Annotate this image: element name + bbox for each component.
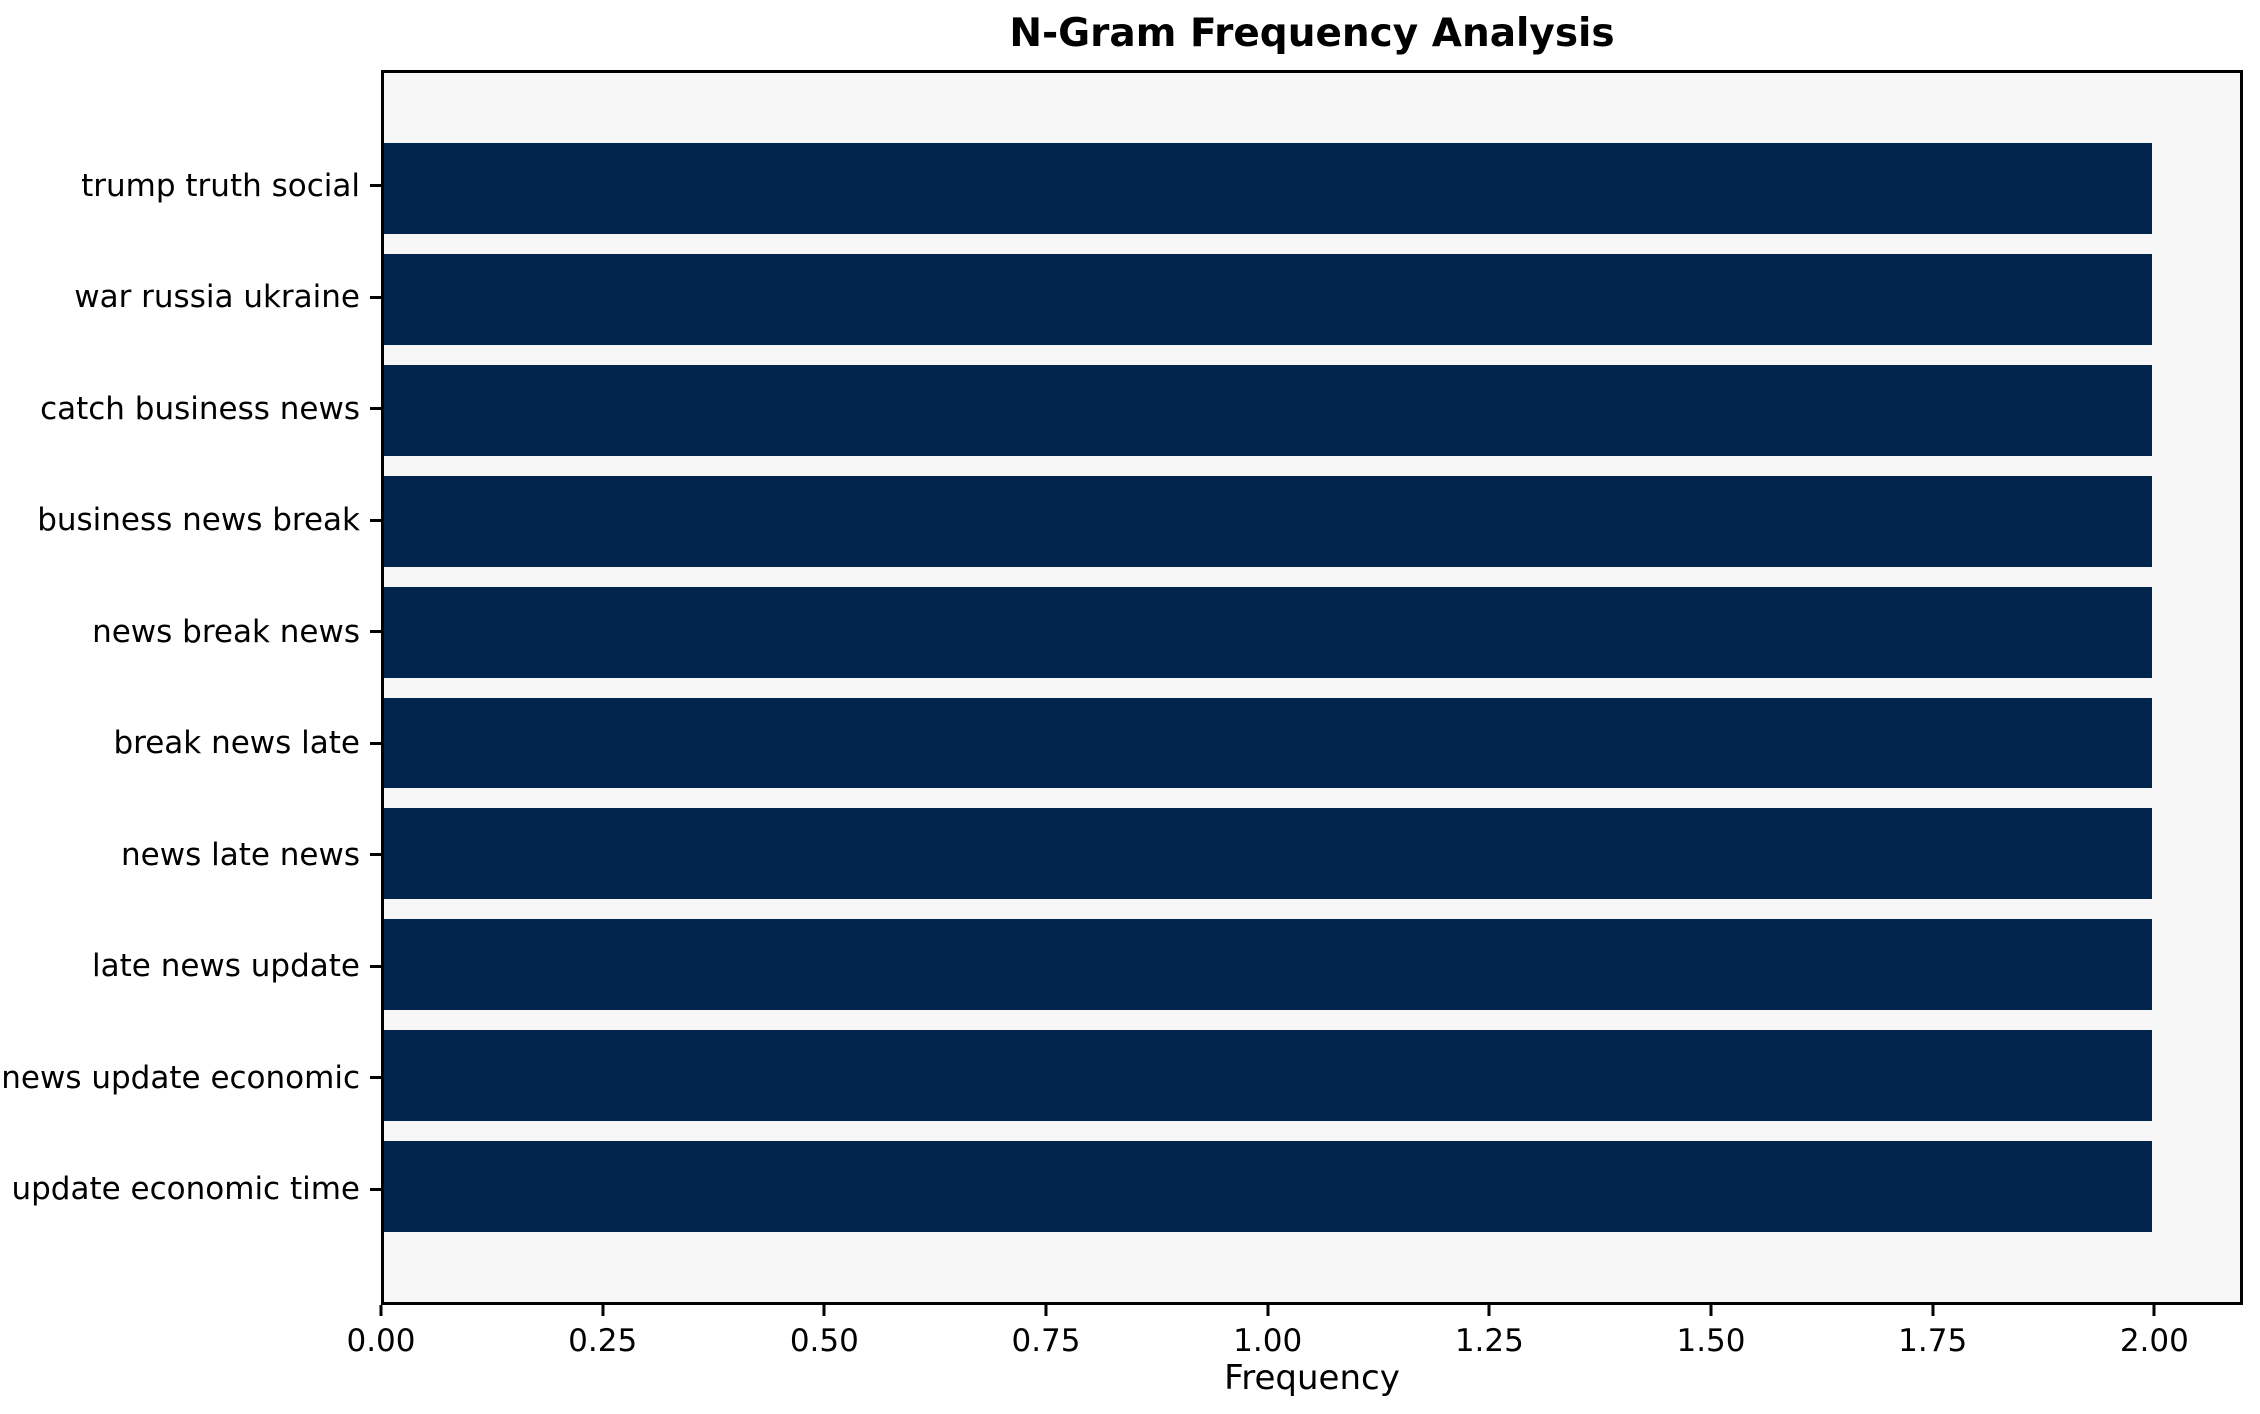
bar-row bbox=[384, 355, 2240, 466]
y-tick-label: break news late bbox=[113, 725, 360, 762]
bar bbox=[384, 142, 2152, 234]
bar-row bbox=[384, 1020, 2240, 1131]
y-tick-label: trump truth social bbox=[81, 167, 360, 204]
plot-area bbox=[381, 70, 2243, 1305]
bar bbox=[384, 697, 2152, 789]
y-tick-mark bbox=[370, 518, 381, 522]
y-tick-mark bbox=[370, 407, 381, 411]
bar bbox=[384, 586, 2152, 678]
y-tick-mark bbox=[370, 630, 381, 634]
chart-title: N-Gram Frequency Analysis bbox=[1009, 11, 1615, 56]
x-tick-mark bbox=[1044, 1305, 1048, 1316]
y-axis-row: news late news bbox=[0, 799, 381, 911]
x-tick-label: 1.25 bbox=[1454, 1323, 1524, 1359]
y-axis-row: trump truth social bbox=[0, 130, 381, 242]
y-tick-label: news late news bbox=[121, 836, 360, 873]
y-tick-mark bbox=[370, 1076, 381, 1080]
x-tick: 2.00 bbox=[2120, 1305, 2189, 1359]
bar bbox=[384, 364, 2152, 456]
y-axis-row: late news update bbox=[0, 911, 381, 1023]
y-axis-row: update economic time bbox=[0, 1134, 381, 1246]
y-tick-label: late news update bbox=[92, 948, 360, 985]
bar bbox=[384, 919, 2152, 1011]
bar-row bbox=[384, 244, 2240, 355]
x-tick: 1.25 bbox=[1455, 1305, 1524, 1359]
x-tick-label: 1.75 bbox=[1898, 1323, 1968, 1359]
x-tick: 0.50 bbox=[790, 1305, 859, 1359]
x-tick: 1.50 bbox=[1676, 1305, 1746, 1359]
bar-row bbox=[384, 133, 2240, 244]
x-tick-mark bbox=[1487, 1305, 1491, 1316]
x-tick-label: 0.75 bbox=[1011, 1323, 1081, 1359]
x-tick-label: 1.00 bbox=[1233, 1323, 1303, 1359]
y-tick-label: news break news bbox=[92, 613, 360, 650]
x-axis: 0.00 0.25 0.50 0.75 1.00 1.25 1.50 1.75 2.00 bbox=[346, 1305, 2243, 1365]
x-tick-mark bbox=[822, 1305, 826, 1316]
y-tick-label: catch business news bbox=[40, 390, 360, 427]
bar bbox=[384, 1030, 2152, 1122]
bar bbox=[384, 475, 2152, 567]
x-tick-mark bbox=[1266, 1305, 1270, 1316]
x-tick: 0.25 bbox=[568, 1305, 637, 1359]
x-tick-label: 0.25 bbox=[568, 1323, 638, 1359]
y-axis-row: news update economic bbox=[0, 1022, 381, 1134]
bar-row bbox=[384, 798, 2240, 909]
x-tick-label: 0.50 bbox=[789, 1323, 859, 1359]
bar bbox=[384, 1141, 2152, 1233]
y-tick-mark bbox=[370, 741, 381, 745]
bar-row bbox=[384, 688, 2240, 799]
x-tick-label: 0.00 bbox=[346, 1323, 416, 1359]
y-axis-row: news break news bbox=[0, 576, 381, 688]
y-tick-label: news update economic bbox=[1, 1059, 360, 1096]
y-tick-mark bbox=[370, 964, 381, 968]
y-axis-row: catch business news bbox=[0, 353, 381, 465]
y-tick-label: business news break bbox=[37, 502, 360, 539]
y-tick-mark bbox=[370, 853, 381, 857]
x-tick-mark bbox=[601, 1305, 605, 1316]
x-tick-mark bbox=[1931, 1305, 1935, 1316]
x-tick: 1.00 bbox=[1233, 1305, 1302, 1359]
x-tick: 1.75 bbox=[1898, 1305, 1967, 1359]
bar-row bbox=[384, 1131, 2240, 1242]
x-tick-mark bbox=[379, 1305, 383, 1316]
y-tick-mark bbox=[370, 184, 381, 188]
y-tick-label: war russia ukraine bbox=[74, 279, 360, 316]
bar bbox=[384, 253, 2152, 345]
x-tick-mark bbox=[2152, 1305, 2156, 1316]
bar bbox=[384, 808, 2152, 900]
bar-row bbox=[384, 909, 2240, 1020]
y-tick-mark bbox=[370, 1187, 381, 1191]
x-axis-label: Frequency bbox=[1224, 1358, 1400, 1398]
y-axis-row: break news late bbox=[0, 688, 381, 800]
y-tick-mark bbox=[370, 295, 381, 299]
y-axis-row: business news break bbox=[0, 465, 381, 577]
bar-row bbox=[384, 577, 2240, 688]
y-tick-label: update economic time bbox=[11, 1171, 360, 1208]
x-tick-mark bbox=[1709, 1305, 1713, 1316]
bar-row bbox=[384, 466, 2240, 577]
y-axis: trump truth social war russia ukraine catc… bbox=[0, 70, 381, 1305]
x-tick-label: 1.50 bbox=[1676, 1323, 1746, 1359]
x-tick-label: 2.00 bbox=[2119, 1323, 2189, 1359]
x-tick: 0.75 bbox=[1011, 1305, 1081, 1359]
y-axis-row: war russia ukraine bbox=[0, 242, 381, 354]
x-tick: 0.00 bbox=[346, 1305, 416, 1359]
